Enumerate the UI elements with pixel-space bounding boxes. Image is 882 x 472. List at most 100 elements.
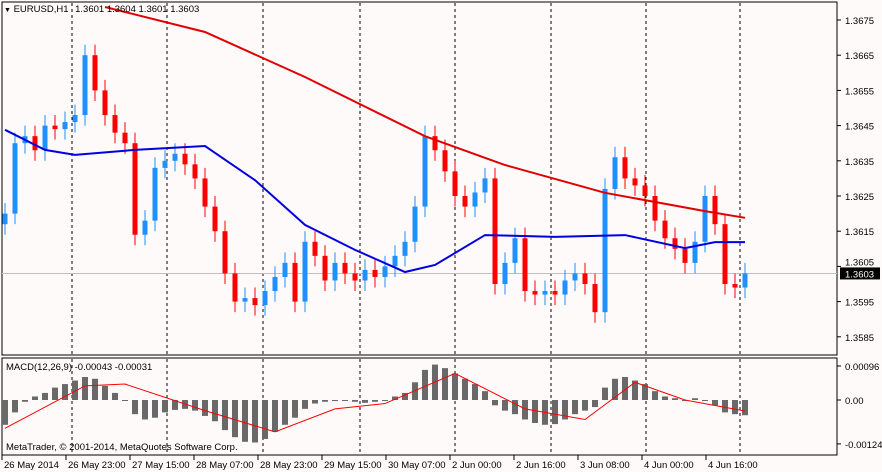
candle-bear	[522, 238, 528, 292]
macd-histogram-bar	[272, 400, 278, 432]
price-tick-label: 1.3645	[845, 122, 874, 133]
macd-histogram-bar	[622, 376, 628, 400]
macd-tick-label: 0.00	[845, 396, 864, 407]
macd-signal-line	[4, 372, 746, 433]
candle-bear	[232, 273, 238, 302]
candle-bear	[52, 125, 58, 130]
macd-tick-label: -0.00124	[845, 440, 882, 451]
macd-histogram-bar	[402, 392, 408, 400]
candle-bull	[282, 262, 288, 277]
candle-bear	[122, 132, 128, 144]
candle-bear	[212, 206, 218, 232]
candle-bear	[312, 241, 318, 256]
candle-bull	[272, 276, 278, 292]
candle-bull	[332, 262, 338, 281]
macd-histogram-bar	[652, 391, 658, 400]
macd-histogram-bar	[362, 400, 368, 403]
candle-bear	[662, 220, 668, 239]
candle-bull	[472, 192, 478, 207]
macd-histogram-bar	[192, 400, 198, 411]
macd-histogram-bar	[392, 396, 398, 400]
copyright-label: MetaTrader, © 2001-2014, MetaQuotes Soft…	[6, 442, 238, 453]
candle-bear	[292, 262, 298, 302]
macd-histogram-bar	[532, 400, 538, 424]
price-tick-label: 1.3655	[845, 86, 874, 97]
candle-bear	[592, 284, 598, 313]
time-label: 27 May 15:00	[132, 460, 190, 471]
candle-bull	[82, 55, 88, 116]
candles	[2, 44, 748, 323]
symbol-label: EURUSD,H1	[13, 4, 69, 15]
time-label: 26 May 23:00	[68, 460, 126, 471]
macd-histogram-bar	[2, 400, 8, 425]
candle-bull	[562, 280, 568, 295]
candle-bull	[692, 241, 698, 263]
macd-histogram-bar	[662, 396, 668, 400]
macd-histogram-bar	[562, 400, 568, 420]
macd-tick-label: 0.00096	[845, 362, 879, 373]
candle-bear	[682, 248, 688, 263]
candle-bull	[172, 153, 178, 161]
macd-histogram-bar	[692, 398, 698, 400]
candle-bull	[142, 220, 148, 235]
candle-bear	[442, 150, 448, 172]
current-price-badge	[840, 267, 880, 280]
candle-bear	[552, 291, 558, 295]
candle-bear	[32, 136, 38, 151]
candle-bear	[672, 238, 678, 249]
candle-bull	[542, 291, 548, 295]
current-price-label: 1.3603	[845, 269, 874, 280]
time-label: 26 May 2014	[4, 460, 59, 471]
candle-bull	[12, 143, 18, 214]
candle-bear	[352, 273, 358, 281]
price-tick-label: 1.3635	[845, 157, 874, 168]
macd-histogram-bar	[262, 400, 268, 439]
price-tick-label: 1.3595	[845, 298, 874, 309]
macd-histogram-bar	[162, 400, 168, 413]
chart-header: ▼ EURUSD,H1 1.3601 1.3604 1.3601 1.3603	[4, 4, 199, 15]
menu-triangle-icon[interactable]: ▼	[4, 7, 11, 14]
macd-histogram-bar	[282, 400, 288, 425]
macd-histogram-bar	[232, 400, 238, 438]
candle-bear	[182, 153, 188, 165]
macd-histogram-bar	[242, 400, 248, 442]
macd-histogram-bar	[602, 387, 608, 400]
candle-bull	[502, 262, 508, 284]
macd-histogram-bar	[152, 400, 158, 418]
macd-histogram-bar	[12, 400, 18, 413]
time-label: 28 May 07:00	[196, 460, 254, 471]
candle-bull	[152, 167, 158, 221]
candle-bear	[432, 136, 438, 151]
time-label: 4 Jun 16:00	[708, 460, 758, 471]
candle-bear	[252, 298, 258, 306]
macd-histogram-bar	[112, 392, 118, 400]
candle-bull	[62, 122, 68, 130]
ohlc-label: 1.3601 1.3604 1.3601 1.3603	[75, 4, 200, 15]
candle-bear	[622, 157, 628, 179]
macd-histogram-bar	[732, 400, 738, 415]
candle-bear	[462, 196, 468, 207]
candle-bull	[742, 273, 748, 288]
candle-bull	[512, 238, 518, 263]
candle-bear	[102, 90, 108, 116]
macd-histogram-bar	[122, 400, 128, 401]
time-label: 29 May 15:00	[324, 460, 382, 471]
candle-bull	[392, 255, 398, 267]
macd-histogram-bar	[342, 400, 348, 401]
candle-bull	[302, 241, 308, 302]
candle-bull	[602, 188, 608, 313]
macd-histogram-bar	[452, 373, 458, 400]
price-tick-label: 1.3615	[845, 227, 874, 238]
macd-histogram-bar	[42, 392, 48, 400]
price-tick-label: 1.3625	[845, 192, 874, 203]
candle-bear	[732, 284, 738, 288]
candle-bear	[642, 185, 648, 196]
price-tick-label: 1.3665	[845, 51, 874, 62]
time-label: 3 Jun 08:00	[580, 460, 630, 471]
candle-bull	[42, 125, 48, 151]
macd-histogram-bar	[552, 400, 558, 425]
macd-histogram-bar	[32, 396, 38, 400]
macd-histogram-bar	[672, 398, 678, 400]
candle-bull	[402, 241, 408, 256]
